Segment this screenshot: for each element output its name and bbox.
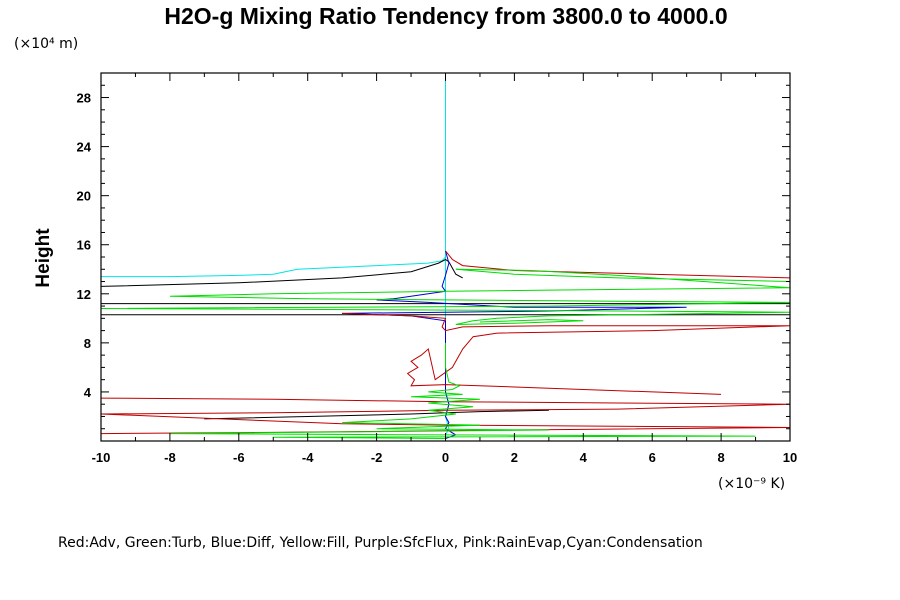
series-line-8: [101, 397, 790, 435]
x-tick-label: -2: [371, 450, 383, 465]
series-line-9: [101, 268, 790, 325]
chart-title: H2O-g Mixing Ratio Tendency from 3800.0 …: [164, 3, 727, 29]
y-tick-label: 4: [84, 385, 92, 400]
x-tick-label: -4: [302, 450, 314, 465]
y-tick-label: 16: [77, 238, 91, 253]
series-line-6: [445, 250, 790, 279]
series-line-0: [101, 75, 450, 441]
series-line-4: [204, 409, 549, 420]
series-line-1: [101, 258, 463, 287]
x-units-label: (×10⁻⁹ K): [718, 476, 785, 492]
x-tick-label: 4: [580, 450, 588, 465]
x-tick-label: -6: [233, 450, 245, 465]
y-tick-label: 24: [77, 140, 92, 155]
series-line-7: [342, 312, 790, 395]
series-layer: [101, 75, 790, 441]
y-tick-label: 20: [77, 189, 91, 204]
y-tick-label: 12: [77, 287, 91, 302]
x-tick-label: 8: [717, 450, 724, 465]
series-line-10: [169, 342, 756, 439]
x-tick-label: -8: [164, 450, 176, 465]
x-tick-label: 6: [649, 450, 656, 465]
x-tick-label: 2: [511, 450, 518, 465]
x-tick-label: 10: [783, 450, 797, 465]
x-tick-label: 0: [442, 450, 449, 465]
y-units-label: (×10⁴ m): [14, 36, 78, 52]
x-tick-label: -10: [92, 450, 111, 465]
y-axis-label: Height: [33, 228, 54, 288]
series-line-5: [342, 250, 687, 439]
legend-text: Red:Adv, Green:Turb, Blue:Diff, Yellow:F…: [58, 535, 703, 551]
y-tick-label: 8: [84, 336, 91, 351]
y-tick-label: 28: [77, 91, 91, 106]
plot-frame: [100, 72, 791, 442]
